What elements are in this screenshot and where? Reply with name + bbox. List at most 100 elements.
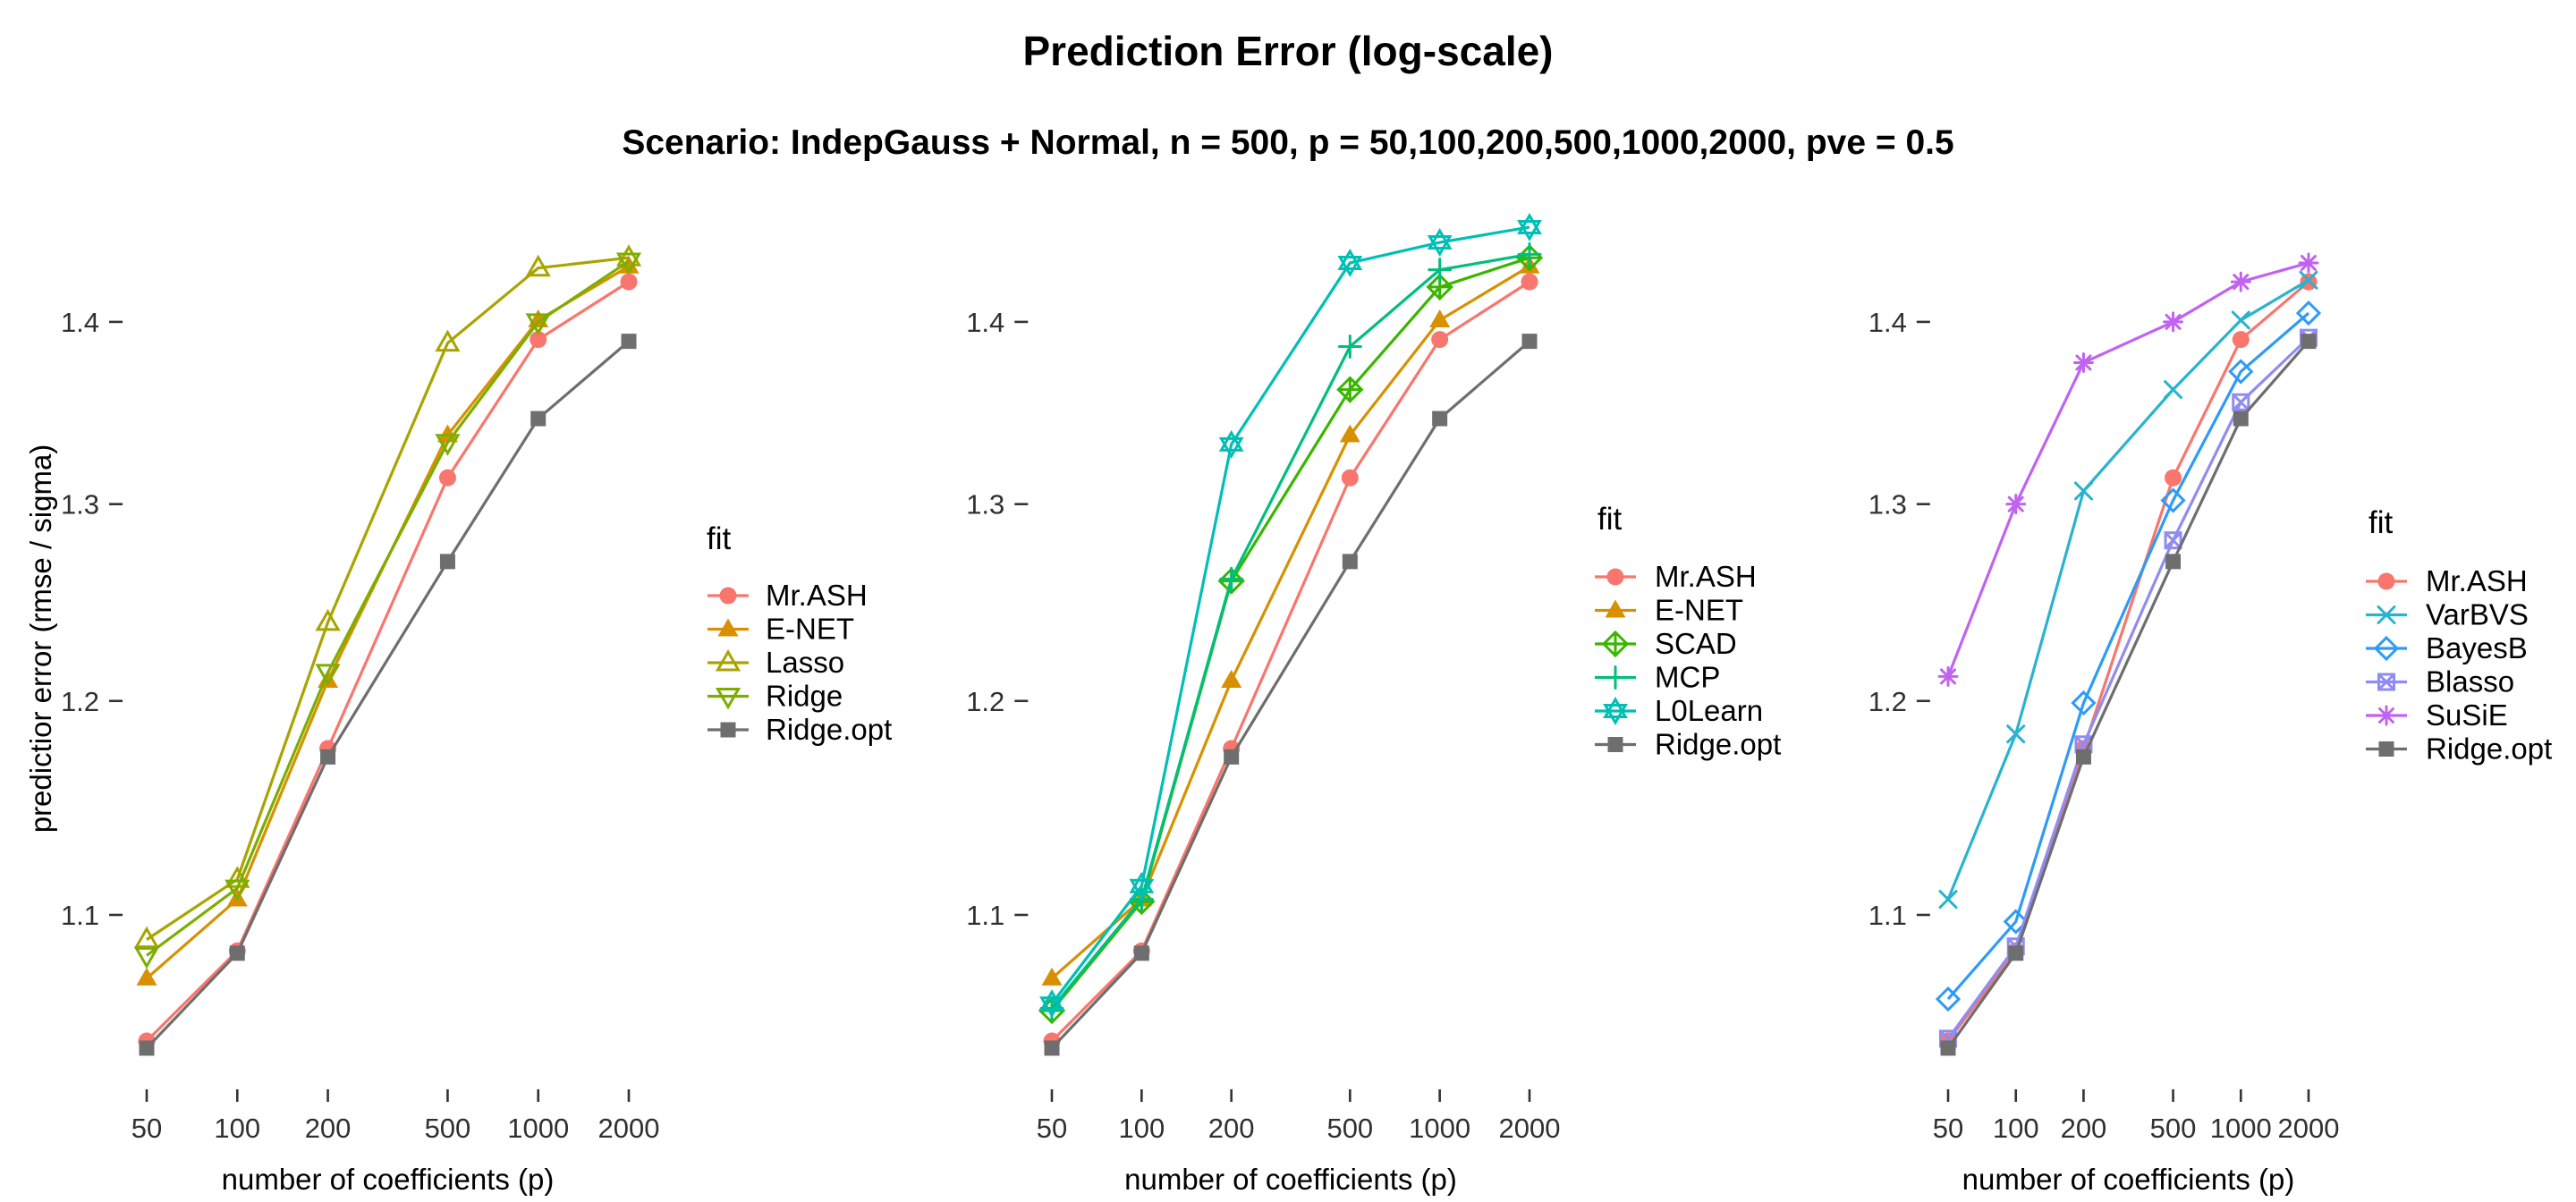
marker-L0Learn-p1000	[1427, 228, 1453, 258]
x-tick-label: 200	[2061, 1113, 2107, 1144]
marker-Lasso-p2000	[615, 244, 642, 267]
x-tick-label: 100	[1118, 1113, 1165, 1144]
marker-Mr.ASH-p500	[2165, 469, 2182, 487]
x-axis-title: number of coefficients (p)	[1124, 1163, 1457, 1196]
marker-Ridge.opt-p50	[1044, 1040, 1060, 1056]
legend-item-SuSiE: SuSiE	[2366, 698, 2508, 732]
marker-Ridge.opt-p500	[2165, 554, 2182, 570]
marker-Ridge.opt-p1000	[530, 411, 547, 427]
x-tick-label: 200	[305, 1113, 352, 1144]
legend-key-SCAD	[1601, 630, 1630, 658]
x-tick-label: 200	[1208, 1113, 1255, 1144]
legend-label: SuSiE	[2426, 698, 2508, 732]
marker-Blasso-p500	[2164, 531, 2182, 550]
y-tick-label: 1.2	[966, 686, 1004, 717]
marker-VarBVS-p1000	[2231, 310, 2250, 330]
marker-Mr.ASH-p2000	[620, 273, 638, 291]
marker-Mr.ASH-p500	[438, 469, 456, 487]
series-line-Mr.ASH	[1946, 280, 2310, 1042]
legend-label: L0Learn	[1655, 694, 1763, 727]
marker-VarBVS-p100	[2006, 724, 2026, 744]
marker-Mr.ASH-p1000	[1431, 331, 1449, 349]
panel-left: 1.1 1.2 1.3 1.4 50 100 200 500 1000 2000 number of…	[61, 244, 892, 1196]
marker-Ridge.opt-p200	[1224, 749, 1240, 765]
marker-E-NET-p50	[136, 967, 157, 986]
marker-SuSiE-p1000	[2230, 271, 2251, 292]
marker-SuSiE-p100	[2005, 494, 2027, 515]
legend-title: fit	[707, 521, 732, 556]
series-line-Ridge	[146, 259, 630, 957]
y-tick-label: 1.3	[966, 489, 1004, 521]
legend-item-Lasso: Lasso	[708, 646, 844, 679]
legend-label: Ridge.opt	[766, 713, 892, 746]
series-line-Ridge.opt	[145, 340, 631, 1050]
marker-Ridge.opt-p100	[2008, 945, 2024, 961]
marker-Ridge.opt-p50	[139, 1040, 155, 1056]
legend-key-SuSiE	[2376, 705, 2397, 726]
marker-L0Learn-p500	[1337, 248, 1363, 277]
series-line-E-NET	[145, 265, 630, 980]
legend-label: Ridge.opt	[2426, 732, 2552, 766]
legend-key-Ridge.opt	[2378, 741, 2394, 757]
panel-right: 1.1 1.2 1.3 1.4 50 100 200 500 1000 2000 number of…	[1868, 252, 2552, 1196]
y-tick-label: 1.4	[966, 307, 1004, 338]
x-tick-label: 1000	[2210, 1113, 2272, 1144]
legend-key-E-NET	[1605, 599, 1626, 618]
x-axis-title: number of coefficients (p)	[1962, 1163, 2295, 1196]
marker-Lasso-p500	[435, 329, 461, 352]
legend-label: Mr.ASH	[1655, 560, 1757, 593]
legend-key-Lasso	[715, 648, 741, 672]
legend-key-Ridge	[715, 688, 741, 710]
marker-L0Learn-p200	[1218, 429, 1244, 459]
series-line-MCP	[1050, 252, 1530, 1010]
series-line-E-NET	[1050, 265, 1530, 980]
series-line-VarBVS	[1946, 278, 2309, 901]
legend-label: Ridge.opt	[1655, 728, 1781, 761]
marker-Ridge-p100	[225, 879, 250, 902]
x-tick-label: 100	[214, 1113, 260, 1144]
marker-Ridge.opt-p2000	[621, 334, 637, 350]
series-line-SCAD	[1050, 256, 1530, 1012]
marker-L0Learn-p100	[1129, 871, 1155, 901]
panel-middle: 1.1 1.2 1.3 1.4 50 100 200 500 1000 2000 number of…	[966, 212, 1781, 1196]
x-tick-label: 2000	[2278, 1113, 2340, 1144]
legend-label: Mr.ASH	[766, 579, 868, 612]
legend-key-VarBVS	[2377, 605, 2396, 624]
series-line-L0Learn	[1050, 225, 1530, 1005]
x-tick-label: 2000	[598, 1113, 660, 1144]
chart-subtitle: Scenario: IndepGauss + Normal, n = 500, …	[622, 123, 1954, 162]
marker-Mr.ASH-p1000	[2232, 331, 2250, 349]
x-tick-label: 50	[1037, 1113, 1067, 1144]
marker-Ridge.opt-p200	[2075, 749, 2091, 765]
legend-item-E-NET: E-NET	[708, 613, 854, 646]
marker-Ridge.opt-p50	[1940, 1040, 1956, 1056]
marker-E-NET-p1000	[1429, 309, 1451, 327]
marker-Ridge.opt-p2000	[2301, 334, 2317, 350]
legend-key-BayesB	[2373, 635, 2400, 662]
marker-E-NET-p200	[1221, 669, 1242, 688]
marker-VarBVS-p200	[2073, 481, 2093, 501]
marker-L0Learn-p50	[1039, 989, 1064, 1019]
marker-BayesB-p500	[2160, 487, 2186, 513]
x-axis-title: number of coefficients (p)	[222, 1163, 555, 1196]
legend-label: E-NET	[1655, 594, 1743, 627]
x-tick-label: 100	[1993, 1113, 2039, 1144]
legend-label: MCP	[1655, 661, 1720, 694]
marker-MCP-p200	[1219, 566, 1244, 591]
legend-title: fit	[1597, 502, 1623, 537]
marker-BayesB-p1000	[2228, 359, 2254, 385]
y-tick-label: 1.2	[1868, 686, 1907, 717]
marker-Lasso-p1000	[525, 254, 551, 277]
y-tick-label: 1.3	[1868, 489, 1907, 521]
marker-E-NET-p500	[1339, 424, 1360, 443]
y-tick-label: 1.1	[61, 900, 99, 931]
series-line-Lasso	[146, 256, 630, 941]
marker-Ridge-p500	[435, 434, 461, 456]
marker-Ridge-p1000	[525, 313, 551, 335]
y-tick-label: 1.1	[966, 900, 1004, 931]
series-line-SuSiE	[1946, 261, 2309, 677]
marker-BayesB-p100	[2003, 909, 2029, 935]
marker-Mr.ASH-p500	[1341, 469, 1359, 487]
